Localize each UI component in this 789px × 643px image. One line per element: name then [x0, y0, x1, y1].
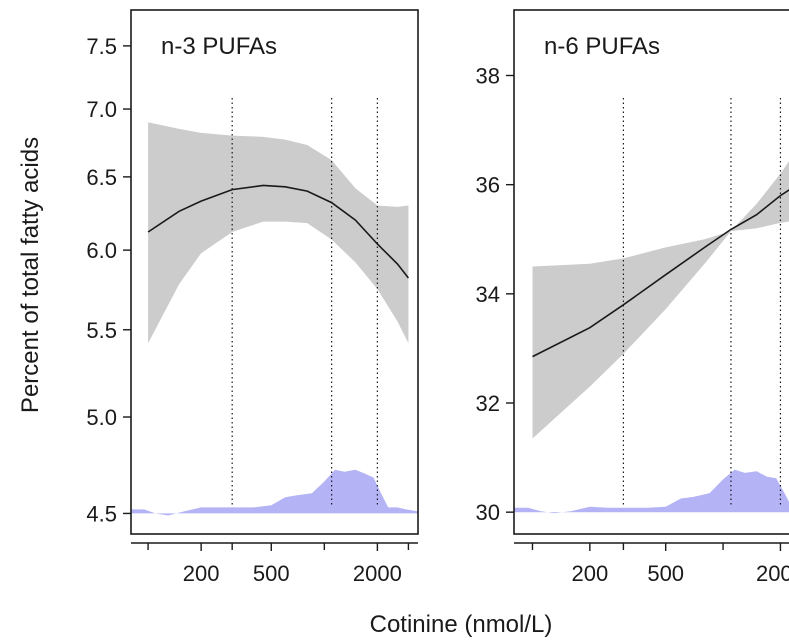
y-tick-label: 6.5 — [86, 165, 117, 190]
panel-title: n-6 PUFAs — [544, 33, 660, 60]
y-tick-label: 30 — [476, 500, 500, 525]
x-tick-label: 500 — [647, 561, 684, 586]
panels: n-3 PUFAs 4.5 5.0 5.5 6.0 6.5 7.0 7.5 200 500 2000… — [86, 9, 789, 586]
panel-2: n-6 PUFAs 30 32 34 36 38 200 500 2000 — [476, 9, 789, 586]
confidence-band — [148, 122, 409, 344]
fit-line — [147, 184, 410, 279]
y-tick-label: 38 — [476, 64, 500, 89]
y-tick-label: 5.0 — [86, 405, 117, 430]
x-tick-label: 200 — [571, 561, 608, 586]
x-tick-label: 500 — [253, 561, 290, 586]
y-tick-label: 7.5 — [86, 34, 117, 59]
y-tick-label: 6.0 — [86, 238, 117, 263]
density-area — [131, 469, 418, 516]
y-tick-label: 34 — [476, 282, 500, 307]
y-tick-label: 7.0 — [86, 97, 117, 122]
y-tick-label: 5.5 — [86, 318, 117, 343]
x-tick-label: 2000 — [353, 561, 402, 586]
panel-1: n-3 PUFAs 4.5 5.0 5.5 6.0 6.5 7.0 7.5 200 500 2000 — [86, 9, 419, 586]
x-tick-label: 2000 — [756, 561, 789, 586]
y-tick-label: 36 — [476, 173, 500, 198]
y-tick-label: 32 — [476, 391, 500, 416]
plot-area — [514, 98, 789, 514]
y-tick-label: 4.5 — [86, 501, 117, 526]
y-axis-label: Percent of total fatty acids — [17, 137, 44, 413]
panel-frame — [513, 9, 789, 535]
density-area — [514, 469, 789, 514]
panel-frame — [130, 9, 419, 535]
x-tick-label: 200 — [183, 561, 220, 586]
confidence-band — [532, 161, 789, 439]
x-axis-label: Cotinine (nmol/L) — [370, 611, 553, 638]
fit-line — [532, 189, 789, 358]
panel-title: n-3 PUFAs — [161, 33, 277, 60]
